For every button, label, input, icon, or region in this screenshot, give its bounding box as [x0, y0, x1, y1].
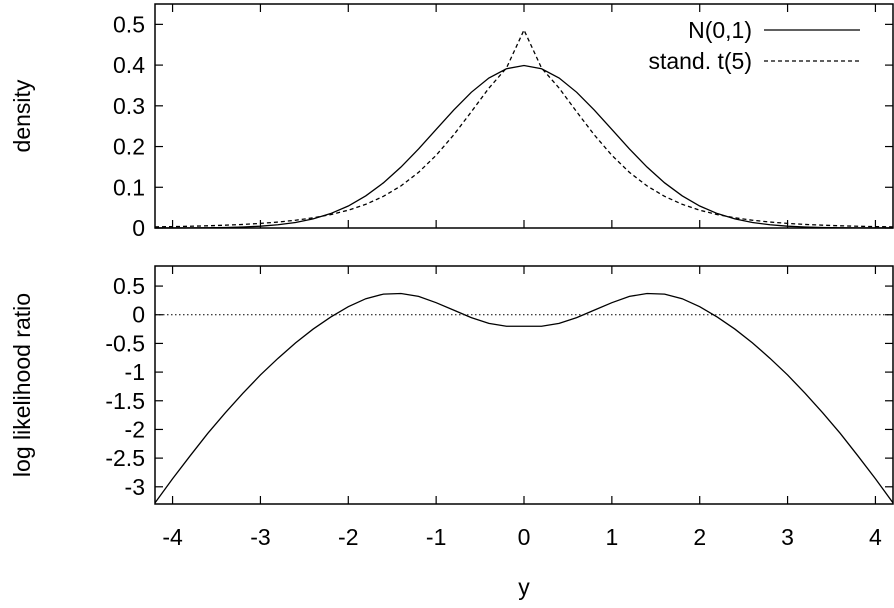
y-tick-label: 0: [132, 302, 145, 328]
x-tick-label: -1: [426, 524, 446, 550]
x-tick-label: 3: [781, 524, 794, 550]
x-tick-label: 4: [869, 524, 882, 550]
y-tick-label: 0.3: [113, 93, 145, 119]
y-tick-label: -1: [125, 359, 145, 385]
y-tick-label: -3: [125, 474, 145, 500]
y-tick-label: -0.5: [105, 330, 145, 356]
legend-label: stand. t(5): [648, 48, 752, 74]
y-tick-label: 0.2: [113, 134, 145, 160]
plot-panel-1: 0 0.1 0.2 0.3 0.4 0.5 density N(0,1) stand. t(5): [9, 3, 894, 241]
series-line-log-ratio: [154, 292, 894, 504]
x-tick-label: -3: [250, 524, 270, 550]
y-tick-label: 0.5: [113, 11, 145, 37]
y-tick-label: 0.4: [113, 52, 145, 78]
y-tick-label: -2.5: [105, 445, 145, 471]
y-axis-title: density: [9, 79, 35, 152]
y-tick-label: 0.5: [113, 273, 145, 299]
series-line-stand-t-5-: [154, 28, 894, 228]
plot-frame: [154, 3, 894, 229]
plot-frame: [154, 265, 894, 505]
y-axis-title: log likelihood ratio: [9, 293, 35, 477]
x-tick-label: 0: [518, 524, 531, 550]
y-tick-label: 0: [132, 215, 145, 241]
x-tick-label: 1: [605, 524, 618, 550]
x-axis-title: y: [518, 574, 530, 600]
y-tick-label: 0.1: [113, 174, 145, 200]
x-tick-label: 2: [693, 524, 706, 550]
y-tick-label: -1.5: [105, 388, 145, 414]
y-tick-label: -2: [125, 416, 145, 442]
x-tick-label: -4: [162, 524, 183, 550]
x-tick-label: -2: [338, 524, 358, 550]
series-line-n-0-1-: [155, 64, 893, 229]
legend-label: N(0,1): [688, 17, 752, 43]
